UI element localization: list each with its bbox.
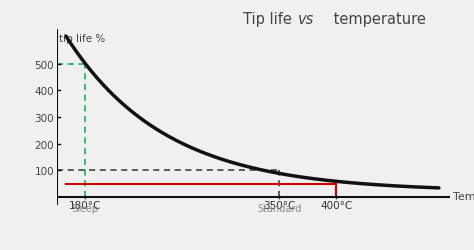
Text: Standard: Standard <box>257 203 301 213</box>
Text: tip life %: tip life % <box>59 34 105 44</box>
Text: Tip life: Tip life <box>243 12 297 26</box>
Text: vs: vs <box>298 12 314 26</box>
Text: 180°C: 180°C <box>69 200 101 210</box>
Text: 350°C: 350°C <box>263 200 295 210</box>
Text: Temp: Temp <box>453 192 474 202</box>
Text: temperature: temperature <box>329 12 426 26</box>
Text: 400°C: 400°C <box>320 200 352 210</box>
Text: Sleep: Sleep <box>72 203 99 213</box>
